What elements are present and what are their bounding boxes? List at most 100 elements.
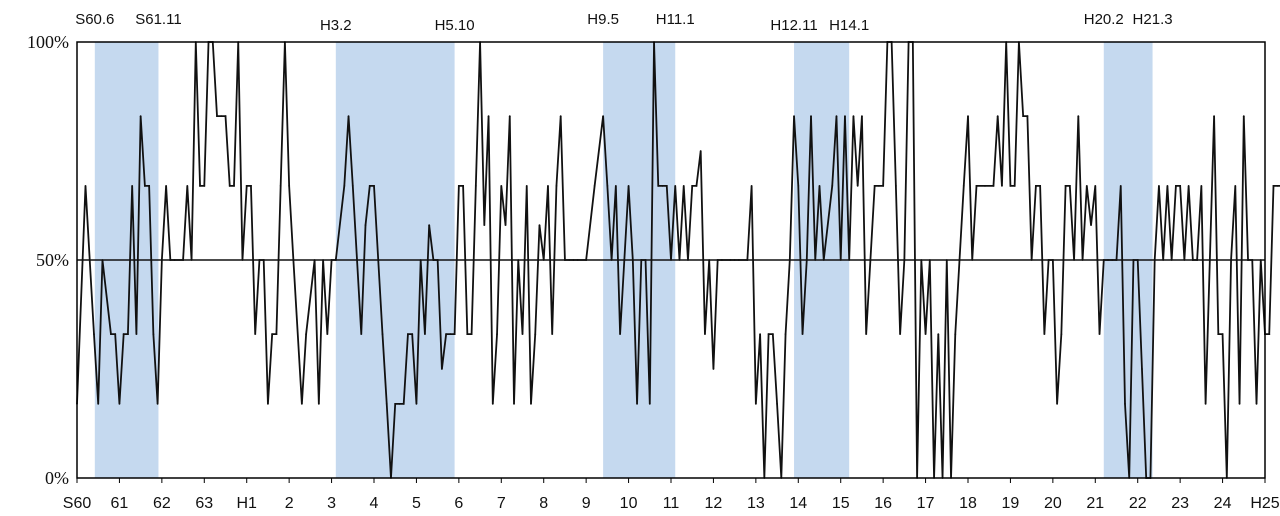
data-point-0-229: [1115, 259, 1118, 261]
data-point-0-21: [182, 259, 184, 261]
x-tick-label: 9: [582, 495, 591, 512]
data-point-0-128: [665, 184, 668, 187]
data-point-0-221: [1081, 259, 1084, 261]
data-point-0-90: [491, 402, 494, 405]
data-point-0-150: [767, 333, 770, 336]
x-tick-label: 19: [1002, 495, 1020, 512]
data-point-0-32: [228, 184, 231, 187]
data-point-0-39: [258, 259, 261, 261]
data-point-0-133: [687, 259, 689, 261]
data-point-0-181: [903, 259, 906, 261]
data-point-0-157: [797, 184, 800, 187]
data-point-0-204: [1009, 184, 1012, 187]
y-tick-label: 100%: [27, 32, 69, 52]
data-point-0-169: [852, 115, 855, 118]
data-point-0-94: [508, 115, 511, 118]
data-point-0-46: [288, 184, 291, 187]
phase-labels: S60.6 S61.11 H3.2 H5.10 H9.5 H11.1 H12.11 H14.1…: [75, 11, 1172, 34]
data-point-0-108: [568, 259, 571, 261]
data-point-0-217: [1064, 184, 1067, 187]
data-point-0-55: [334, 259, 337, 261]
data-point-0-160: [810, 115, 812, 118]
data-point-0-123: [644, 259, 647, 261]
data-point-0-80: [449, 333, 452, 336]
data-point-0-175: [878, 184, 880, 187]
data-point-0-145: [746, 259, 749, 261]
series-group: [76, 41, 1280, 479]
data-point-0-1: [84, 184, 87, 187]
phase-label: S60.6: [75, 11, 114, 28]
data-point-0-119: [627, 184, 630, 187]
data-point-0-185: [920, 259, 923, 261]
data-point-0-81: [453, 333, 456, 336]
data-point-0-265: [1268, 333, 1271, 336]
data-point-0-16: [156, 402, 159, 405]
data-point-0-76: [432, 259, 435, 261]
data-point-0-4: [101, 259, 104, 261]
data-point-0-29: [216, 115, 218, 118]
data-point-0-165: [835, 115, 838, 118]
data-point-0-220: [1077, 115, 1080, 118]
data-point-0-202: [1001, 184, 1003, 187]
data-point-0-144: [737, 259, 740, 261]
data-point-0-249: [1200, 184, 1203, 187]
data-point-0-222: [1085, 184, 1088, 187]
x-tick-label: 2: [285, 495, 294, 512]
data-point-0-170: [856, 184, 859, 187]
phase-label: H5.10: [435, 17, 475, 34]
series-line-0: [76, 41, 1280, 479]
data-point-0-245: [1183, 259, 1186, 261]
data-point-0-244: [1179, 184, 1182, 187]
data-point-0-122: [640, 259, 643, 261]
data-point-0-69: [402, 402, 405, 405]
data-point-0-103: [547, 184, 549, 187]
data-point-0-148: [759, 333, 761, 336]
data-point-0-180: [899, 333, 902, 336]
data-point-0-191: [945, 259, 948, 261]
data-point-0-19: [169, 259, 172, 261]
data-point-0-262: [1255, 402, 1258, 405]
data-point-0-140: [716, 259, 719, 261]
data-point-0-9: [127, 333, 129, 336]
data-point-0-240: [1162, 259, 1165, 261]
data-point-0-147: [754, 402, 757, 405]
data-point-0-8: [122, 333, 125, 336]
y-tick-label: 50%: [36, 250, 69, 270]
data-point-0-239: [1158, 184, 1160, 187]
data-point-0-99: [530, 402, 532, 405]
data-point-0-189: [937, 333, 940, 336]
x-tick-label: 12: [705, 495, 723, 512]
data-point-0-43: [275, 333, 278, 336]
data-point-0-44: [279, 184, 282, 187]
data-point-0-195: [962, 184, 965, 187]
data-point-0-14: [148, 184, 151, 187]
data-point-0-5: [110, 333, 112, 336]
data-point-0-89: [487, 115, 490, 118]
x-tick-label: 21: [1086, 495, 1104, 512]
data-point-0-102: [542, 259, 545, 261]
data-point-0-258: [1238, 402, 1241, 405]
data-point-0-159: [805, 259, 808, 261]
data-point-0-106: [559, 115, 562, 118]
data-point-0-143: [733, 259, 736, 261]
data-point-0-205: [1013, 184, 1016, 187]
data-point-0-201: [996, 115, 999, 118]
data-point-0-88: [483, 224, 486, 227]
x-tick-label: H25: [1250, 495, 1279, 512]
data-point-0-132: [682, 184, 685, 187]
data-point-0-198: [975, 184, 978, 187]
data-point-0-37: [250, 184, 252, 187]
data-point-0-233: [1132, 259, 1135, 261]
phase-label: H14.1: [829, 17, 869, 34]
data-point-0-197: [971, 259, 974, 261]
data-point-0-200: [992, 184, 995, 187]
phase-label: H11.1: [656, 11, 695, 28]
data-point-0-3: [97, 402, 100, 405]
data-point-0-126: [657, 184, 660, 187]
data-point-0-71: [411, 333, 414, 336]
data-point-0-62: [373, 184, 375, 187]
data-point-0-129: [670, 259, 672, 261]
data-point-0-168: [848, 259, 851, 261]
data-point-0-96: [517, 259, 520, 261]
